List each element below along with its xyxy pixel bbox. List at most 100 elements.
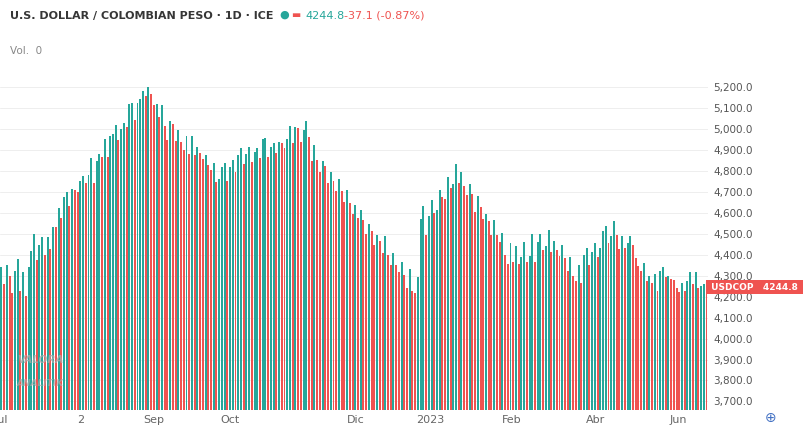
Bar [273, 143, 274, 410]
Bar [689, 272, 691, 410]
Bar [223, 163, 226, 410]
Bar [44, 255, 46, 410]
Bar [687, 280, 688, 410]
Bar [526, 262, 527, 410]
Bar [480, 207, 481, 410]
Bar [376, 235, 378, 410]
Bar [248, 147, 250, 410]
Bar [425, 235, 427, 410]
Bar [69, 206, 70, 410]
Bar [352, 214, 354, 410]
Bar [586, 249, 587, 410]
Bar [79, 181, 81, 410]
Bar [477, 197, 479, 410]
Bar [678, 293, 680, 410]
Bar [344, 202, 345, 410]
Bar [430, 200, 433, 410]
Bar [564, 258, 566, 410]
Bar [558, 256, 561, 410]
Bar [392, 253, 395, 410]
Bar [670, 279, 672, 410]
Bar [616, 235, 617, 410]
Bar [404, 275, 405, 410]
Bar [191, 136, 193, 410]
Bar [395, 265, 397, 410]
Text: ▬: ▬ [291, 10, 300, 20]
Bar [371, 231, 373, 410]
Bar [9, 276, 11, 410]
Bar [627, 242, 629, 410]
Bar [199, 153, 201, 410]
Bar [112, 134, 114, 410]
Text: VALORA: VALORA [17, 355, 63, 365]
Bar [390, 265, 392, 410]
Bar [703, 284, 705, 410]
Bar [455, 164, 457, 410]
Bar [292, 143, 294, 410]
Bar [74, 190, 76, 410]
Bar [512, 262, 515, 410]
Bar [365, 234, 367, 410]
Bar [379, 241, 381, 410]
Bar [3, 284, 5, 410]
Bar [572, 276, 574, 410]
Bar [330, 172, 332, 410]
Bar [382, 253, 383, 410]
Bar [294, 126, 296, 410]
Bar [643, 263, 645, 410]
Bar [297, 129, 299, 410]
Bar [155, 104, 158, 410]
Bar [183, 150, 184, 410]
Bar [496, 235, 498, 410]
Bar [534, 262, 536, 410]
Bar [635, 259, 637, 410]
Bar [374, 245, 375, 410]
Bar [629, 235, 631, 410]
Bar [613, 221, 615, 410]
Bar [648, 276, 650, 410]
Bar [17, 259, 19, 410]
Bar [504, 255, 506, 410]
Bar [599, 248, 601, 410]
Bar [542, 250, 544, 410]
Text: U.S. DOLLAR / COLOMBIAN PESO · 1D · ICE: U.S. DOLLAR / COLOMBIAN PESO · 1D · ICE [10, 11, 273, 21]
Bar [528, 256, 531, 410]
Bar [213, 163, 214, 410]
Bar [265, 138, 266, 410]
Bar [28, 268, 30, 410]
Bar [145, 96, 146, 410]
Bar [180, 142, 182, 410]
Bar [506, 264, 509, 410]
Bar [485, 214, 487, 410]
Bar [66, 192, 68, 410]
Text: USDCOP   4244.8: USDCOP 4244.8 [708, 283, 801, 292]
Bar [605, 226, 607, 410]
Bar [596, 257, 599, 410]
Bar [561, 245, 563, 410]
Bar [245, 154, 248, 410]
Bar [161, 106, 163, 410]
Bar [545, 246, 547, 410]
Bar [360, 211, 362, 410]
Bar [55, 228, 57, 410]
Bar [428, 216, 430, 410]
Bar [101, 157, 103, 410]
Bar [700, 286, 702, 410]
Bar [338, 180, 340, 410]
Bar [518, 264, 519, 410]
Bar [167, 140, 168, 410]
Bar [566, 271, 569, 410]
Bar [175, 141, 176, 410]
Bar [695, 272, 697, 410]
Bar [591, 252, 593, 410]
Bar [665, 277, 667, 410]
Bar [125, 127, 128, 410]
Bar [251, 163, 253, 410]
Bar [602, 232, 604, 410]
Bar [87, 175, 90, 410]
Bar [676, 288, 678, 410]
Bar [289, 126, 291, 410]
Bar [129, 104, 130, 410]
Bar [227, 181, 228, 410]
Bar [57, 208, 60, 410]
